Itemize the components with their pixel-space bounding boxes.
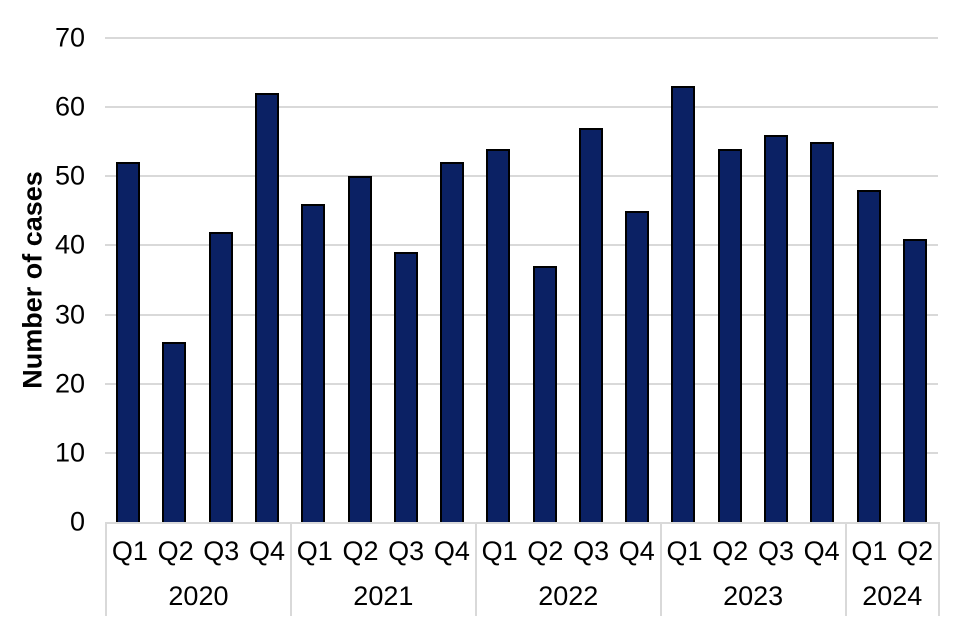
bar-group-2020 bbox=[105, 38, 290, 522]
bar-2021-Q1 bbox=[301, 203, 326, 522]
quarter-label: Q2 bbox=[157, 536, 194, 566]
bar-2020-Q2 bbox=[162, 342, 187, 522]
quarter-label: Q1 bbox=[666, 536, 703, 566]
year-label: 2023 bbox=[723, 581, 784, 611]
bar-2024-Q1 bbox=[856, 190, 881, 522]
bar-2023-Q3 bbox=[764, 134, 789, 522]
bar-2021-Q4 bbox=[440, 162, 465, 522]
bar-slot bbox=[244, 38, 290, 522]
year-label: 2020 bbox=[168, 581, 229, 611]
bar-slot bbox=[383, 38, 429, 522]
bars-layer bbox=[105, 38, 938, 522]
bar-group-2024 bbox=[845, 38, 938, 522]
bar-2022-Q1 bbox=[486, 148, 511, 522]
plot-area bbox=[105, 37, 938, 522]
bar-2021-Q2 bbox=[347, 176, 372, 522]
bar-slot bbox=[845, 38, 891, 522]
quarter-label: Q1 bbox=[111, 536, 148, 566]
bar-slot bbox=[614, 38, 660, 522]
y-tick-label: 10 bbox=[54, 437, 85, 468]
gridline bbox=[105, 175, 938, 178]
bar-slot bbox=[429, 38, 475, 522]
x-axis-group-2024: Q1 Q2 2024 bbox=[847, 524, 940, 616]
bar-2024-Q2 bbox=[902, 238, 927, 522]
quarter-label: Q4 bbox=[249, 536, 286, 566]
year-label: 2024 bbox=[862, 581, 923, 611]
y-tick-label: 20 bbox=[54, 368, 85, 399]
bar-2023-Q1 bbox=[671, 86, 696, 522]
bar-2020-Q1 bbox=[116, 162, 141, 522]
bar-slot bbox=[522, 38, 568, 522]
quarter-label: Q4 bbox=[618, 536, 655, 566]
bar-2021-Q3 bbox=[393, 252, 418, 522]
y-tick-label: 50 bbox=[54, 160, 85, 191]
bar-group-2022 bbox=[475, 38, 660, 522]
bar-2022-Q2 bbox=[532, 266, 557, 522]
quarter-label: Q1 bbox=[296, 536, 333, 566]
bar-slot bbox=[290, 38, 336, 522]
bar-slot bbox=[660, 38, 706, 522]
bar-2022-Q4 bbox=[625, 210, 650, 522]
bar-slot bbox=[151, 38, 197, 522]
quarter-label: Q3 bbox=[388, 536, 425, 566]
quarter-label: Q1 bbox=[851, 536, 888, 566]
year-label: 2022 bbox=[538, 581, 599, 611]
x-axis-group-2021: Q1 Q2 Q3 Q4 2021 bbox=[292, 524, 477, 616]
x-axis-group-2023: Q1 Q2 Q3 Q4 2023 bbox=[662, 524, 847, 616]
quarter-label: Q2 bbox=[527, 536, 564, 566]
bar-2020-Q4 bbox=[254, 93, 279, 522]
gridline bbox=[105, 37, 938, 39]
bar-2020-Q3 bbox=[208, 231, 233, 522]
quarter-label: Q4 bbox=[433, 536, 470, 566]
quarter-label: Q4 bbox=[803, 536, 840, 566]
y-tick-label: 60 bbox=[54, 91, 85, 122]
x-axis-group-2020: Q1 Q2 Q3 Q4 2020 bbox=[107, 524, 292, 616]
quarter-label-row: Q1 Q2 Q3 Q4 bbox=[107, 524, 290, 572]
gridline bbox=[105, 382, 938, 385]
bar-slot bbox=[568, 38, 614, 522]
bar-slot bbox=[105, 38, 151, 522]
y-axis-title: Number of cases bbox=[17, 171, 48, 389]
y-tick-label: 70 bbox=[54, 22, 85, 53]
bar-slot bbox=[707, 38, 753, 522]
bar-slot bbox=[198, 38, 244, 522]
bar-slot bbox=[753, 38, 799, 522]
quarter-label: Q2 bbox=[897, 536, 934, 566]
x-axis-group-2022: Q1 Q2 Q3 Q4 2022 bbox=[477, 524, 662, 616]
bar-2022-Q3 bbox=[578, 127, 603, 522]
quarter-label-row: Q1 Q2 Q3 Q4 bbox=[477, 524, 660, 572]
quarter-label-row: Q1 Q2 Q3 Q4 bbox=[662, 524, 845, 572]
bar-slot bbox=[475, 38, 521, 522]
quarter-label: Q2 bbox=[342, 536, 379, 566]
year-label: 2021 bbox=[353, 581, 414, 611]
bar-slot bbox=[892, 38, 938, 522]
quarter-label: Q2 bbox=[712, 536, 749, 566]
quarter-label: Q3 bbox=[757, 536, 794, 566]
gridline bbox=[105, 313, 938, 316]
gridline bbox=[105, 106, 938, 109]
y-tick-label: 40 bbox=[54, 229, 85, 260]
bar-2023-Q4 bbox=[810, 141, 835, 522]
gridline bbox=[105, 451, 938, 454]
bar-2023-Q2 bbox=[717, 148, 742, 522]
quarter-label-row: Q1 Q2 Q3 Q4 bbox=[292, 524, 475, 572]
quarter-label: Q3 bbox=[203, 536, 240, 566]
quarter-label: Q3 bbox=[573, 536, 610, 566]
quarter-label-row: Q1 Q2 bbox=[847, 524, 938, 572]
bar-group-2023 bbox=[660, 38, 845, 522]
gridline bbox=[105, 244, 938, 247]
quarter-label: Q1 bbox=[481, 536, 518, 566]
y-tick-label: 30 bbox=[54, 299, 85, 330]
bar-slot bbox=[336, 38, 382, 522]
x-axis: Q1 Q2 Q3 Q4 2020 Q1 Q2 Q3 Q4 2021 Q1 Q2 Q3 Q4 2022 Q1 Q2… bbox=[105, 522, 940, 616]
bar-group-2021 bbox=[290, 38, 475, 522]
y-tick-label: 0 bbox=[69, 506, 85, 537]
bar-slot bbox=[799, 38, 845, 522]
